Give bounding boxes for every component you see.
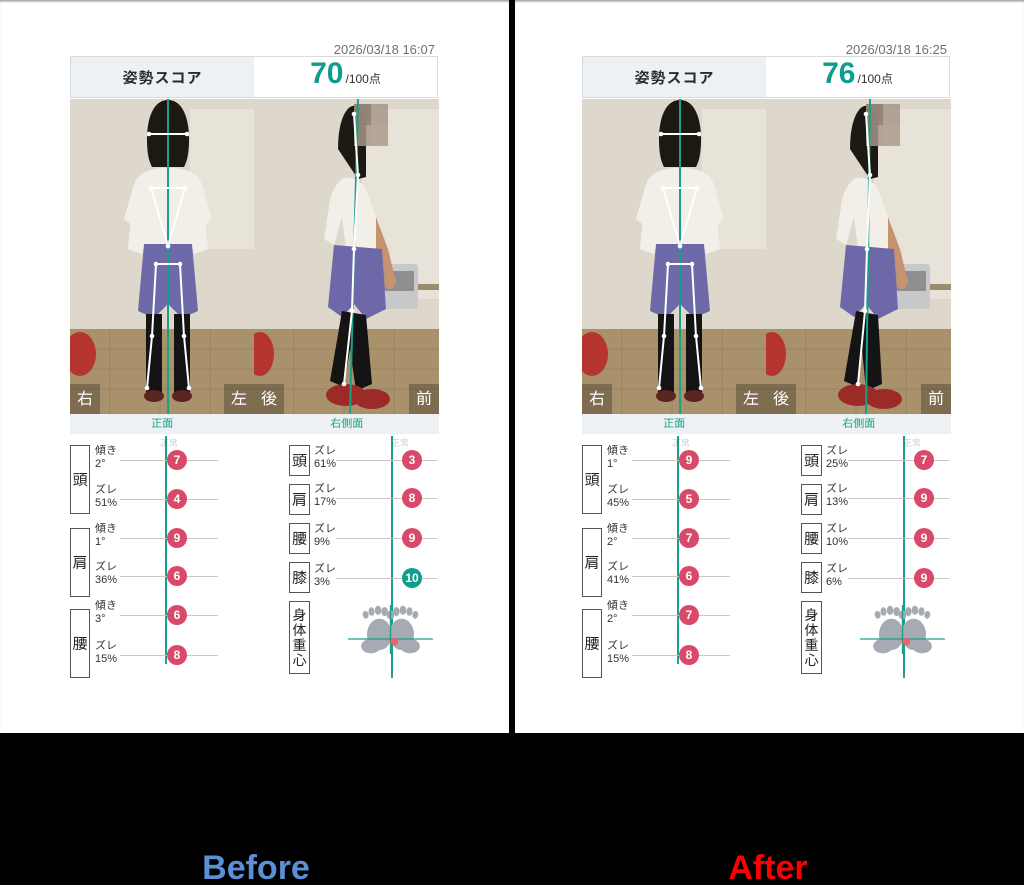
svg-text:後: 後 [261, 385, 277, 409]
svg-text:右: 右 [77, 385, 93, 409]
svg-text:左: 左 [743, 385, 759, 409]
svg-text:前: 前 [416, 385, 432, 409]
svg-text:前: 前 [928, 385, 944, 409]
svg-text:左: 左 [231, 385, 247, 409]
svg-text:後: 後 [773, 385, 789, 409]
svg-text:右: 右 [589, 385, 605, 409]
